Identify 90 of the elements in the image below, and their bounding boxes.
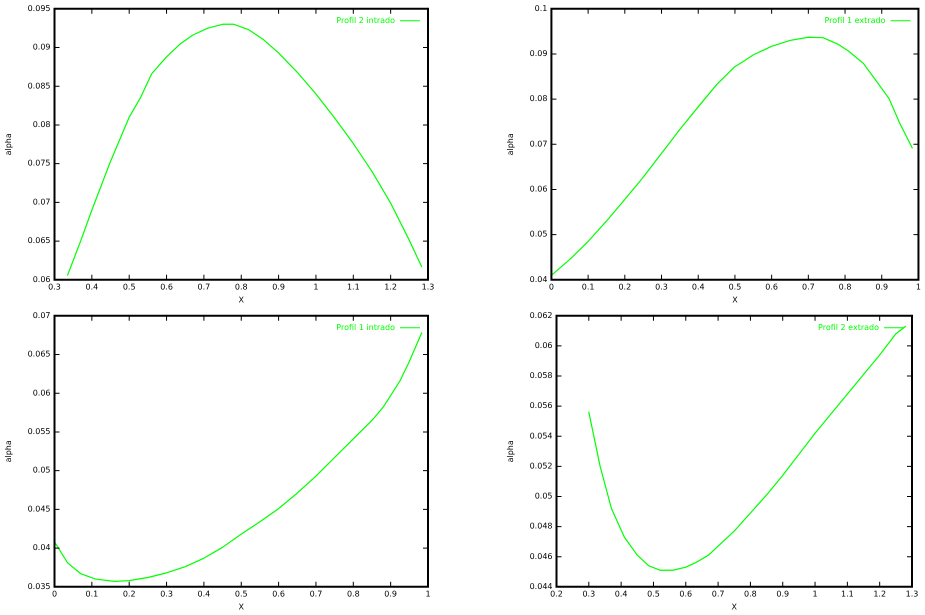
x-tick-label: 1.2 (384, 282, 398, 292)
x-tick-label: 0.4 (85, 282, 98, 292)
x-tick-label: 0 (52, 590, 58, 599)
y-tick-label: 0.052 (530, 461, 552, 470)
y-tick-label: 0.04 (530, 274, 548, 284)
x-tick-label: 0.5 (728, 282, 742, 292)
x-tick-label: 0.8 (234, 282, 248, 292)
y-tick-label: 0.07 (32, 197, 50, 206)
y-tick-label: 0.05 (534, 492, 552, 501)
y-axis-title: alpha (4, 440, 13, 462)
y-tick-label: 0.058 (530, 371, 552, 380)
x-tick-label: 0.9 (776, 590, 790, 599)
x-tick-label: 0.4 (198, 590, 210, 599)
y-tick-label: 0.056 (530, 401, 552, 410)
y-tick-label: 0.06 (32, 274, 50, 284)
x-tick-label: 1 (916, 282, 921, 292)
y-tick-label: 0.075 (28, 158, 50, 168)
y-tick-label: 0.048 (530, 522, 552, 531)
y-tick-label: 0.08 (32, 120, 50, 130)
y-tick-label: 0.06 (534, 340, 552, 350)
x-tick-label: 0.8 (744, 590, 757, 599)
x-tick-label: 0.2 (122, 590, 136, 599)
x-tick-label: 0.6 (679, 590, 692, 599)
y-tick-label: 0.035 (28, 582, 50, 591)
legend-label: Profil 2 intrado (336, 16, 396, 25)
y-axis-title: alpha (506, 133, 515, 156)
x-axis-title: X (732, 602, 738, 612)
x-axis-title: X (238, 295, 245, 304)
x-tick-label: 0.3 (160, 590, 173, 599)
y-tick-label: 0.085 (28, 81, 50, 90)
y-tick-label: 0.07 (530, 139, 548, 148)
x-tick-label: 1.1 (346, 282, 360, 292)
y-tick-label: 0.046 (530, 552, 552, 561)
y-tick-label: 0.062 (530, 310, 552, 320)
y-tick-label: 0.05 (530, 230, 548, 239)
y-tick-label: 0.04 (32, 543, 50, 552)
x-tick-label: 0.2 (618, 282, 632, 292)
y-tick-label: 0.08 (530, 94, 548, 104)
y-tick-label: 0.054 (530, 431, 552, 440)
y-tick-label: 0.07 (32, 310, 50, 320)
legend-label: Profil 1 extrado (824, 16, 886, 25)
y-tick-label: 0.045 (28, 504, 50, 514)
x-tick-label: 1.1 (840, 590, 854, 599)
x-tick-label: 1 (425, 590, 431, 599)
y-tick-label: 0.09 (530, 49, 548, 58)
y-tick-label: 0.095 (28, 4, 50, 13)
x-tick-label: 0 (548, 282, 554, 292)
x-tick-label: 0.9 (272, 282, 285, 292)
x-tick-label: 0.1 (582, 282, 594, 292)
legend-label: Profil 2 extrado (818, 322, 880, 332)
x-tick-label: 0.5 (234, 590, 248, 599)
x-tick-label: 0.7 (712, 590, 724, 599)
x-tick-label: 1 (812, 590, 818, 599)
x-tick-label: 0.4 (692, 282, 705, 292)
y-tick-label: 0.055 (28, 427, 50, 436)
x-tick-label: 1.3 (422, 282, 434, 292)
y-axis-title: alpha (4, 133, 13, 156)
x-tick-label: 0.4 (614, 590, 628, 599)
x-tick-label: 1.2 (873, 590, 886, 599)
x-axis-title: X (238, 602, 245, 612)
x-tick-label: 1.3 (906, 590, 918, 599)
y-tick-label: 0.044 (530, 582, 552, 591)
y-tick-label: 0.05 (32, 466, 50, 475)
x-tick-label: 0.3 (655, 282, 668, 292)
y-tick-label: 0.065 (28, 236, 50, 246)
x-tick-label: 0.9 (384, 590, 398, 599)
x-tick-label: 0.9 (875, 282, 888, 292)
legend-label: Profil 1 intrado (336, 322, 396, 332)
x-tick-label: 0.2 (550, 590, 563, 599)
x-tick-label: 0.8 (346, 590, 360, 599)
x-tick-label: 0.7 (198, 282, 210, 292)
y-axis-title: alpha (506, 440, 515, 462)
y-tick-label: 0.065 (28, 350, 50, 359)
x-tick-label: 0.1 (85, 590, 98, 599)
x-tick-label: 0.6 (272, 590, 285, 599)
x-tick-label: 0.7 (802, 282, 815, 292)
x-tick-label: 0.6 (765, 282, 778, 292)
x-tick-label: 0.3 (48, 282, 61, 292)
x-axis-title: X (732, 295, 738, 304)
y-tick-label: 0.06 (32, 388, 50, 398)
x-tick-label: 0.5 (122, 282, 136, 292)
x-tick-label: 0.5 (647, 590, 660, 599)
x-tick-label: 0.8 (838, 282, 852, 292)
y-tick-label: 0.06 (530, 184, 548, 194)
y-tick-label: 0.09 (32, 42, 50, 52)
x-tick-label: 0.3 (582, 590, 596, 599)
x-tick-label: 0.7 (310, 590, 322, 599)
x-tick-label: 0.6 (160, 282, 173, 292)
x-tick-label: 1 (313, 282, 318, 292)
y-tick-label: 0.1 (534, 4, 548, 13)
